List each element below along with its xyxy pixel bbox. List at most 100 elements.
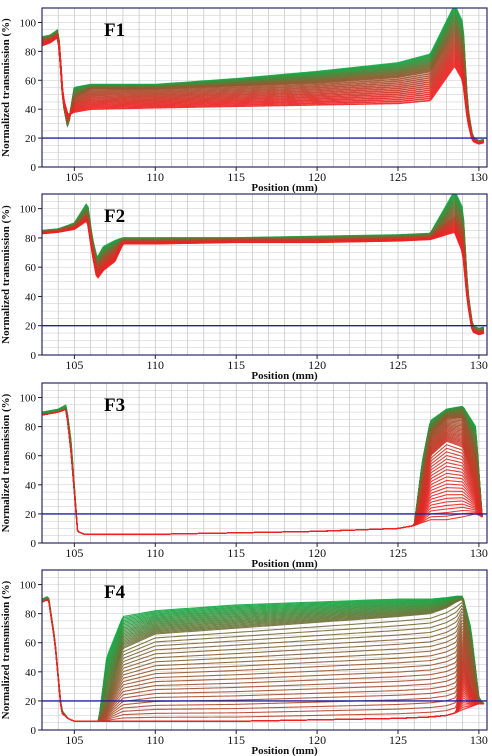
plot-frame xyxy=(41,382,488,544)
series-line-26 xyxy=(42,599,484,722)
series-line-6 xyxy=(42,34,484,144)
series-line-42 xyxy=(42,599,485,722)
series-line-35 xyxy=(42,599,484,722)
series-line-0 xyxy=(42,408,483,535)
y-tick-label: 40 xyxy=(25,291,37,303)
y-tick-label: 0 xyxy=(31,538,37,550)
plot-frame xyxy=(41,569,488,731)
y-tick-label: 40 xyxy=(25,667,37,679)
series-group xyxy=(42,595,485,722)
series-line-8 xyxy=(42,34,484,144)
series-line-1 xyxy=(42,35,484,145)
y-tick-label: 0 xyxy=(31,162,37,174)
x-axis-label: Position (mm) xyxy=(251,182,318,194)
chart-panel-4: 105 110 115 120 125 130 0 20 40 60 80 100 Position (… xyxy=(0,569,488,756)
series-line-56 xyxy=(42,597,485,722)
series-line-7 xyxy=(42,34,484,144)
y-tick-label: 60 xyxy=(25,638,37,650)
y-axis-label: Normalized transmission (%) xyxy=(0,205,12,344)
x-tick-label: 105 xyxy=(65,358,83,372)
series-line-44 xyxy=(42,598,485,722)
series-line-14 xyxy=(42,33,484,144)
y-tick-label: 80 xyxy=(25,46,37,58)
x-tick-label: 130 xyxy=(470,546,488,560)
x-tick-label: 105 xyxy=(65,733,83,747)
x-tick-label: 125 xyxy=(389,733,407,747)
chart-panel-1: 105 110 115 120 125 130 0 20 40 60 80 100 Position (… xyxy=(0,7,488,194)
series-line-65 xyxy=(42,595,485,722)
x-tick-label: 110 xyxy=(146,733,164,747)
series-line-24 xyxy=(42,599,484,722)
series-line-62 xyxy=(42,596,485,722)
panel-title: F1 xyxy=(104,20,125,41)
panel-title: F4 xyxy=(104,582,126,603)
series-line-27 xyxy=(42,599,484,722)
series-group xyxy=(42,194,484,336)
y-tick-label: 20 xyxy=(25,696,37,708)
x-axis-label: Position (mm) xyxy=(251,370,318,382)
chart-panel-2: 105 110 115 120 125 130 0 20 40 60 80 100 Position (… xyxy=(0,193,488,382)
x-tick-label: 130 xyxy=(470,733,488,747)
x-tick-label: 110 xyxy=(146,170,164,184)
series-line-38 xyxy=(42,599,484,722)
panel-title: F2 xyxy=(104,206,125,227)
series-line-5 xyxy=(42,35,484,145)
x-tick-label: 125 xyxy=(389,358,407,372)
y-tick-label: 60 xyxy=(25,262,37,274)
x-tick-label: 125 xyxy=(389,170,407,184)
x-tick-label: 125 xyxy=(389,546,407,560)
series-line-40 xyxy=(42,599,485,722)
y-tick-label: 0 xyxy=(31,725,37,737)
series-line-4 xyxy=(42,35,484,145)
y-tick-label: 40 xyxy=(25,480,37,492)
series-group xyxy=(42,404,483,535)
x-tick-label: 130 xyxy=(470,358,488,372)
series-line-13 xyxy=(42,33,484,144)
series-line-33 xyxy=(42,599,484,722)
y-tick-label: 60 xyxy=(25,75,37,87)
y-tick-label: 40 xyxy=(25,104,37,116)
y-tick-label: 0 xyxy=(31,350,37,362)
x-tick-label: 120 xyxy=(308,170,326,184)
series-line-12 xyxy=(42,33,484,144)
y-tick-label: 20 xyxy=(25,133,37,145)
x-axis-label: Position (mm) xyxy=(251,558,318,570)
x-tick-label: 110 xyxy=(146,546,164,560)
y-tick-label: 100 xyxy=(20,580,37,592)
series-line-55 xyxy=(42,597,485,722)
y-axis-label: Normalized transmission (%) xyxy=(0,393,12,532)
series-line-61 xyxy=(42,596,485,722)
series-line-36 xyxy=(42,599,484,722)
plot-frame xyxy=(41,7,488,168)
series-line-41 xyxy=(42,599,485,722)
series-line-58 xyxy=(42,596,485,722)
chart-panel-3: 105 110 115 120 125 130 0 20 40 60 80 100 Position (… xyxy=(0,382,488,570)
series-line-29 xyxy=(42,599,484,722)
y-axis-label: Normalized transmission (%) xyxy=(0,580,12,719)
x-tick-label: 105 xyxy=(65,546,83,560)
series-line-28 xyxy=(42,599,484,722)
series-line-0 xyxy=(42,219,484,336)
y-tick-label: 100 xyxy=(20,204,37,216)
y-tick-label: 80 xyxy=(25,609,37,621)
series-line-59 xyxy=(42,596,485,722)
x-tick-label: 115 xyxy=(227,733,245,747)
series-line-2 xyxy=(42,35,484,145)
x-tick-label: 115 xyxy=(227,170,245,184)
series-line-43 xyxy=(42,599,485,722)
series-line-66 xyxy=(42,595,485,722)
series-line-37 xyxy=(42,599,484,722)
series-line-34 xyxy=(42,599,484,722)
x-tick-label: 115 xyxy=(227,358,245,372)
grid xyxy=(41,193,487,356)
series-line-9 xyxy=(42,34,484,144)
y-tick-label: 80 xyxy=(25,233,37,245)
series-line-11 xyxy=(42,33,484,144)
y-tick-label: 20 xyxy=(25,509,37,521)
series-line-0 xyxy=(42,36,484,145)
series-line-25 xyxy=(42,599,484,722)
series-line-57 xyxy=(42,596,485,722)
x-tick-label: 115 xyxy=(227,546,245,560)
series-line-10 xyxy=(42,34,484,144)
